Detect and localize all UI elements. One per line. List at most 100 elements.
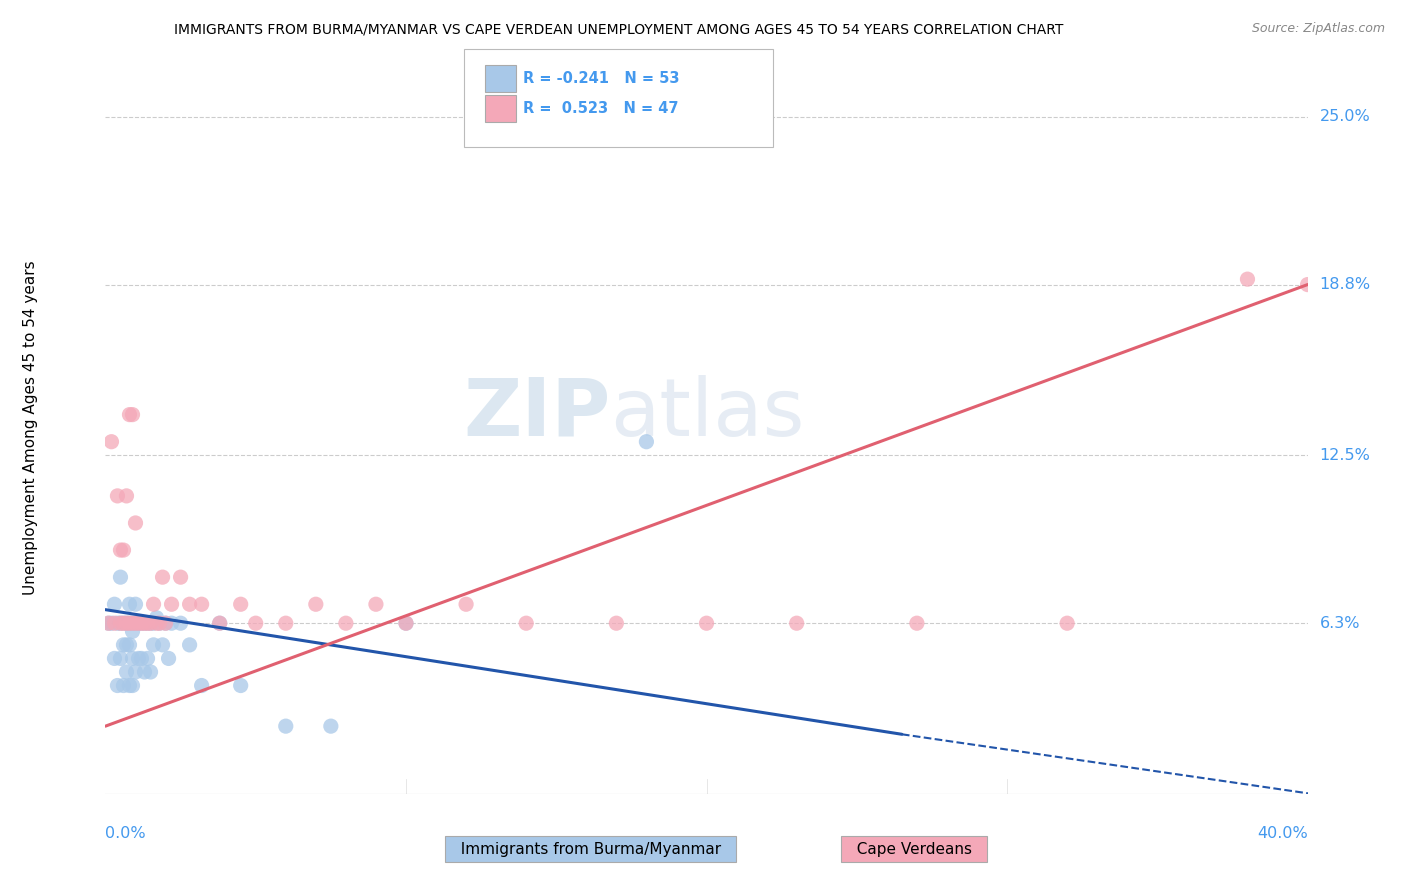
Point (1296, 277, 1319, 292)
Point (121, 616, 143, 631)
Point (139, 616, 162, 631)
Point (142, 616, 165, 631)
Point (155, 616, 177, 631)
Point (1056, 616, 1078, 631)
Point (107, 616, 129, 631)
Point (121, 408, 143, 422)
Text: Unemployment Among Ages 45 to 54 years: Unemployment Among Ages 45 to 54 years (24, 260, 38, 596)
Point (118, 679, 141, 693)
Point (110, 616, 132, 631)
Point (134, 665, 156, 679)
Text: Immigrants from Burma/Myanmar: Immigrants from Burma/Myanmar (450, 842, 731, 856)
Point (155, 616, 177, 631)
Point (179, 638, 201, 652)
Point (103, 597, 125, 611)
Point (152, 570, 174, 584)
Point (107, 489, 129, 503)
Point (112, 616, 135, 631)
Point (115, 665, 138, 679)
Point (115, 638, 138, 652)
Point (152, 638, 174, 652)
Point (139, 665, 162, 679)
Point (190, 679, 212, 693)
Point (169, 570, 191, 584)
Point (124, 597, 146, 611)
Point (395, 616, 418, 631)
Point (786, 616, 808, 631)
Point (128, 616, 150, 631)
Text: 25.0%: 25.0% (1320, 109, 1371, 124)
Point (229, 597, 252, 611)
Point (364, 597, 387, 611)
Point (118, 408, 141, 422)
Point (696, 616, 718, 631)
Point (245, 616, 267, 631)
Text: 40.0%: 40.0% (1257, 826, 1308, 841)
Point (319, 719, 342, 733)
Point (145, 616, 167, 631)
Point (112, 616, 135, 631)
Point (636, 434, 658, 449)
Point (121, 651, 143, 665)
Point (145, 611, 167, 625)
Point (110, 543, 132, 558)
Point (131, 651, 153, 665)
Point (131, 616, 153, 631)
Point (160, 597, 183, 611)
Point (112, 679, 135, 693)
Point (103, 616, 125, 631)
Text: IMMIGRANTS FROM BURMA/MYANMAR VS CAPE VERDEAN UNEMPLOYMENT AMONG AGES 45 TO 54 Y: IMMIGRANTS FROM BURMA/MYANMAR VS CAPE VE… (174, 22, 1063, 37)
Point (110, 616, 132, 631)
Point (190, 597, 212, 611)
Text: ZIP: ZIP (463, 375, 610, 452)
Point (112, 543, 135, 558)
Text: 6.3%: 6.3% (1320, 615, 1360, 631)
Point (97, 616, 120, 631)
Point (115, 489, 138, 503)
Point (100, 616, 122, 631)
Point (131, 616, 153, 631)
Point (136, 616, 159, 631)
Point (605, 616, 627, 631)
Point (160, 616, 183, 631)
Text: 12.5%: 12.5% (1320, 448, 1371, 463)
Point (454, 597, 477, 611)
Point (229, 679, 252, 693)
Point (134, 616, 156, 631)
Point (121, 679, 143, 693)
Point (124, 665, 146, 679)
Point (148, 616, 170, 631)
Point (118, 597, 141, 611)
Text: Source: ZipAtlas.com: Source: ZipAtlas.com (1251, 22, 1385, 36)
Point (169, 616, 191, 631)
Point (118, 616, 141, 631)
Point (115, 616, 138, 631)
Point (115, 616, 138, 631)
Point (107, 679, 129, 693)
Text: 0.0%: 0.0% (105, 826, 146, 841)
Point (305, 597, 328, 611)
Point (179, 597, 201, 611)
Point (905, 616, 928, 631)
Point (110, 651, 132, 665)
Text: R =  0.523   N = 47: R = 0.523 N = 47 (523, 102, 679, 116)
Point (118, 638, 141, 652)
Point (136, 616, 159, 631)
Text: R = -0.241   N = 53: R = -0.241 N = 53 (523, 71, 679, 86)
Point (515, 616, 537, 631)
Point (128, 651, 150, 665)
Point (208, 616, 231, 631)
Point (134, 616, 156, 631)
Point (139, 616, 162, 631)
Point (124, 616, 146, 631)
Text: atlas: atlas (610, 375, 804, 452)
Point (274, 616, 297, 631)
Point (128, 616, 150, 631)
Point (110, 570, 132, 584)
Point (274, 719, 297, 733)
Point (1236, 272, 1258, 286)
Point (118, 616, 141, 631)
Point (142, 597, 165, 611)
Text: 18.8%: 18.8% (1320, 277, 1371, 292)
Point (157, 651, 180, 665)
